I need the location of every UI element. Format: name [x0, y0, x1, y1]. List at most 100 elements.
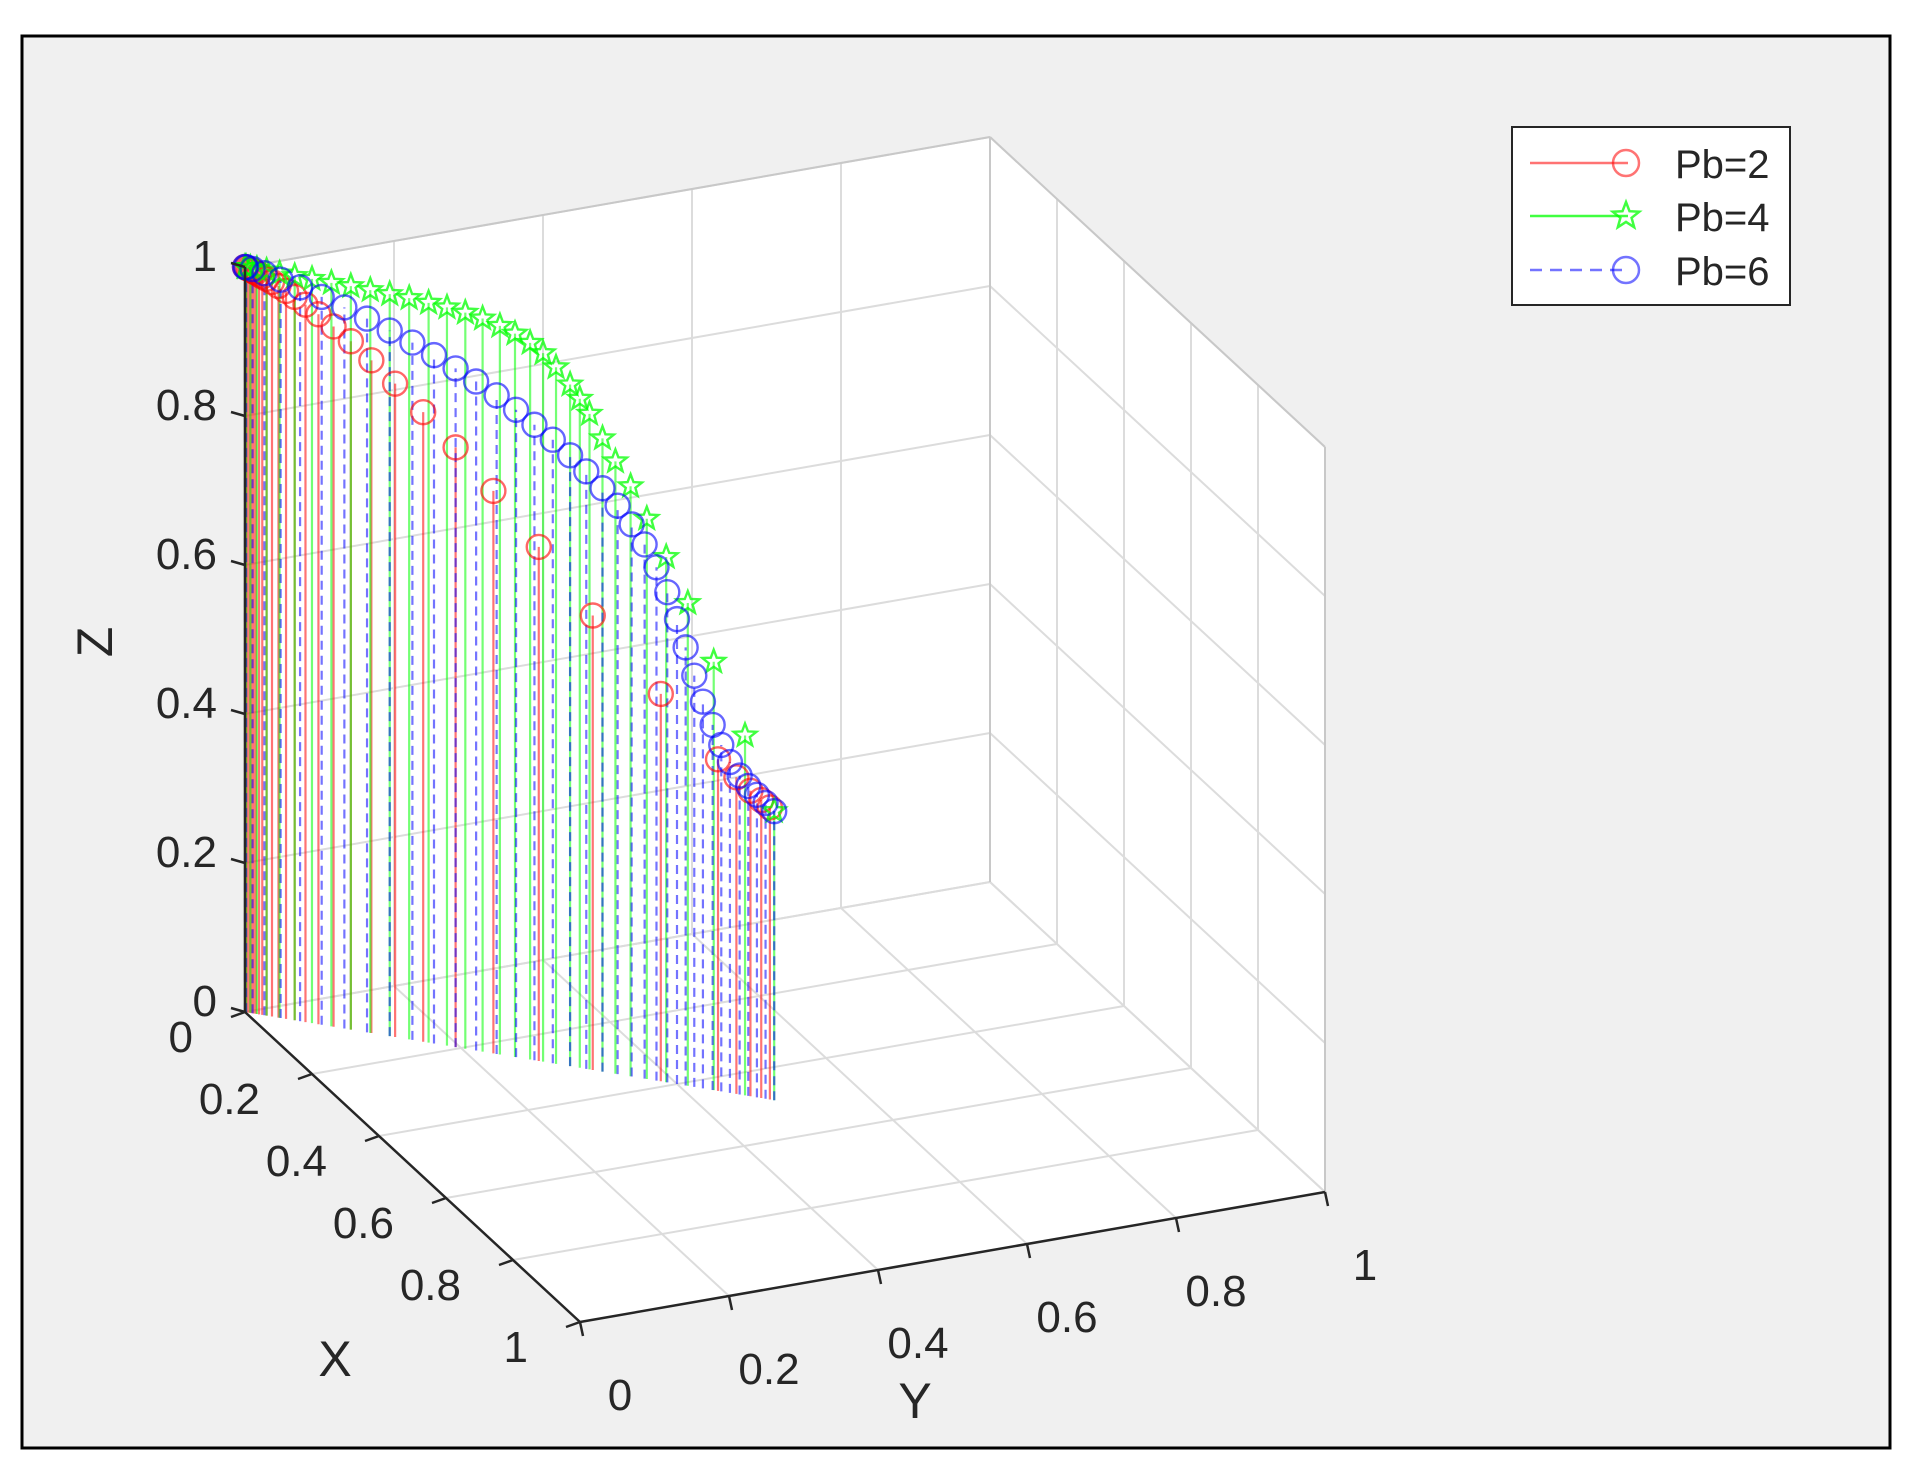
z-axis-label: Z [67, 627, 123, 658]
z-tick-label: 0.4 [156, 679, 217, 728]
grid-line-side-z [989, 583, 1326, 895]
y-tick-label: 0.6 [1036, 1293, 1097, 1342]
legend-item-pb2: Pb=2 [1530, 143, 1770, 187]
x-tick-label: 0.6 [333, 1199, 394, 1248]
series-3 [243, 267, 776, 1101]
data-point-marker [556, 442, 584, 469]
x-axis-tick [565, 1320, 581, 1329]
axis-box-edges [244, 136, 1326, 1192]
data-point-marker [699, 646, 729, 675]
data-point-marker [480, 477, 507, 505]
y-axis-tick [578, 1321, 585, 1337]
data-point-marker [483, 382, 510, 409]
grid-line-floor-y [840, 907, 1177, 1219]
data-point-marker [420, 341, 448, 369]
y-axis-tick [1174, 1217, 1181, 1233]
box-edge-top-side [989, 136, 1326, 448]
grid-line-floor-y [989, 881, 1326, 1193]
axes-panes [245, 137, 1325, 1322]
grid-line-floor-x [445, 1067, 1192, 1199]
grid-line-side-z [989, 434, 1326, 746]
box-edge-top-back [244, 136, 991, 268]
grid-line-floor-y [393, 985, 730, 1297]
grid-line-back-z [244, 285, 991, 417]
x-tick-label: 0 [169, 1013, 193, 1062]
axis-lines [243, 267, 1326, 1324]
data-point-marker [442, 434, 469, 461]
data-point-marker [689, 688, 717, 715]
data-point-marker [752, 789, 779, 817]
data-point-marker [730, 720, 760, 748]
z-axis-tick [230, 708, 246, 716]
y-axis-tick [1323, 1191, 1330, 1207]
data-point-marker [251, 260, 278, 287]
z-axis-tick [230, 410, 246, 418]
z-tick-label: 1 [193, 232, 217, 281]
data-point-marker [381, 370, 409, 397]
grid-line-floor-x [512, 1129, 1259, 1261]
data-point-marker [726, 762, 753, 789]
z-axis-tick [230, 1006, 246, 1014]
x-tick-label: 0.4 [266, 1137, 327, 1186]
data-point-marker [541, 351, 571, 380]
data-point-marker [413, 287, 444, 316]
data-point-marker [704, 746, 732, 773]
data-point-marker [672, 634, 699, 661]
data-point-marker [286, 274, 314, 301]
data-point-marker [467, 303, 498, 331]
data-point-marker [565, 383, 595, 412]
x-axis-line [244, 1011, 581, 1323]
data-point-marker [308, 283, 335, 311]
x-tick-label: 0.8 [400, 1261, 461, 1310]
legend-item-pb4: Pb=4 [1530, 196, 1770, 240]
legend-circle-icon-pb2 [1611, 148, 1641, 178]
data-point-marker [673, 587, 703, 616]
y-tick-label: 0.8 [1185, 1267, 1246, 1316]
legend: Pb=2 Pb=4 Pb=6 [1511, 126, 1791, 306]
data-point-marker [647, 680, 674, 708]
data-point-marker [336, 270, 366, 299]
data-point-marker [462, 368, 490, 395]
z-tick-label: 0.8 [156, 381, 217, 430]
data-point-marker [539, 426, 566, 453]
data-point-marker [615, 470, 646, 499]
data-point-marker [716, 748, 744, 776]
data-point-marker [573, 458, 600, 485]
z-tick-label: 0.6 [156, 530, 217, 579]
x-axis-tick [230, 1010, 246, 1019]
data-point-marker [442, 355, 469, 382]
grid-line-floor-y [542, 959, 879, 1271]
y-tick-label: 1 [1353, 1241, 1377, 1290]
data-point-marker [761, 797, 788, 825]
data-point-marker [699, 711, 726, 739]
y-tick-label: 0.4 [887, 1319, 948, 1368]
data-point-marker [485, 310, 515, 339]
x-axis-label: X [318, 1331, 351, 1387]
data-point-marker [525, 533, 552, 561]
z-tick-label: 0.2 [156, 828, 217, 877]
y-axis-tick [727, 1295, 734, 1311]
data-point-marker [331, 294, 358, 321]
x-tick-label: 0.2 [199, 1075, 260, 1124]
data-point-marker [399, 329, 426, 356]
data-point-marker [587, 422, 618, 451]
data-point-marker [663, 605, 691, 633]
x-axis-tick [297, 1072, 313, 1081]
x-axis-tick [498, 1258, 514, 1267]
grid-line-back-z [244, 434, 991, 566]
data-point-marker [358, 347, 385, 374]
grid-line-floor-x [311, 943, 1058, 1075]
data-point-marker [579, 602, 606, 629]
data-point-marker [618, 511, 645, 538]
data-point-marker [600, 445, 631, 474]
data-point-marker [375, 278, 405, 307]
data-point-marker [502, 396, 530, 423]
data-point-marker [743, 781, 771, 809]
legend-label-pb4: Pb=4 [1675, 196, 1770, 240]
data-point-marker [376, 317, 403, 344]
y-axis-line [579, 1190, 1326, 1324]
side-wall-pane [990, 137, 1325, 1192]
data-point-marker [589, 475, 616, 502]
